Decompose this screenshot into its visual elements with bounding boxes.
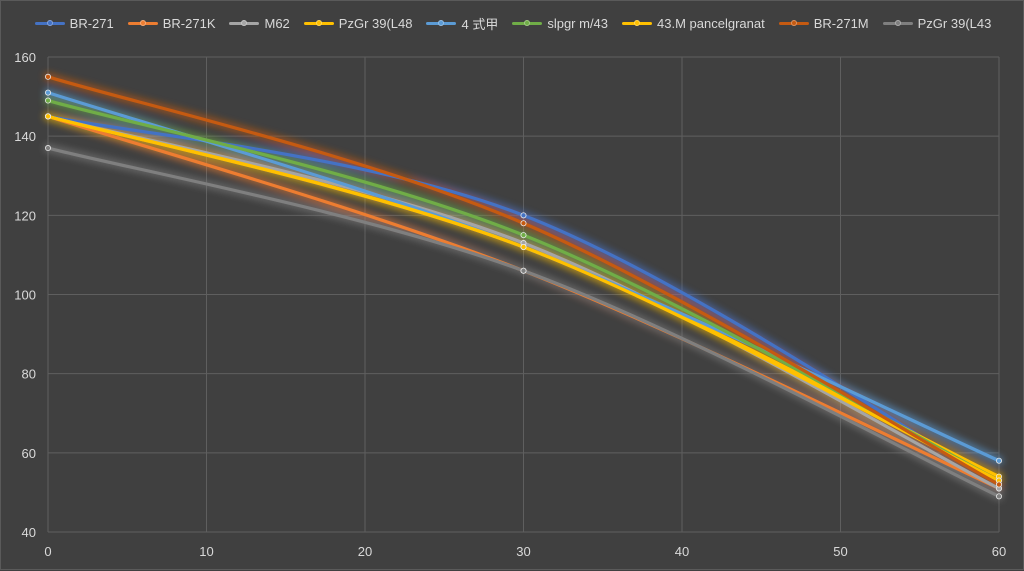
data-point xyxy=(45,89,52,96)
legend-swatch xyxy=(622,20,653,26)
y-tick-label: 160 xyxy=(14,50,36,65)
y-tick-label: 80 xyxy=(22,367,36,382)
legend-label: 4 式甲 xyxy=(461,17,499,32)
legend-label: 43.M pancelgranat xyxy=(657,16,765,31)
axis-tick-labels: 40 60 80 100 120 140 160 0 10 20 30 40 50 60 xyxy=(14,50,1006,559)
legend-label: M62 xyxy=(264,16,290,31)
y-tick-label: 120 xyxy=(14,208,36,223)
legend-item: BR-271 xyxy=(34,14,114,33)
gridlines xyxy=(47,56,1000,533)
data-point xyxy=(996,493,1003,500)
data-point xyxy=(45,113,52,120)
legend-swatch xyxy=(882,20,913,26)
data-point xyxy=(45,73,52,80)
x-tick-label: 20 xyxy=(358,544,372,559)
y-tick-label: 40 xyxy=(22,525,36,540)
y-tick-label: 100 xyxy=(14,288,36,303)
data-point xyxy=(520,220,527,227)
data-point xyxy=(520,267,527,274)
legend-item: 4 式甲 xyxy=(426,14,498,33)
data-point xyxy=(520,243,527,250)
y-tick-label: 140 xyxy=(14,129,36,144)
legend-label: BR-271M xyxy=(813,16,869,31)
legend-label: PzGr 39(L43 xyxy=(917,16,992,31)
data-point xyxy=(45,97,52,104)
legend-label: BR-271 xyxy=(69,16,114,31)
legend-swatch xyxy=(778,20,809,26)
x-tick-label: 50 xyxy=(833,544,847,559)
legend-item: BR-271K xyxy=(127,14,216,33)
x-tick-label: 10 xyxy=(199,544,213,559)
legend-item: PzGr 39(L48 xyxy=(303,14,413,33)
legend-item: PzGr 39(L43 xyxy=(882,14,992,33)
legend-swatch xyxy=(229,20,260,26)
legend-swatch xyxy=(34,20,65,26)
legend-item: 43.M pancelgranat xyxy=(622,14,765,33)
legend-item: BR-271M xyxy=(778,14,869,33)
x-tick-label: 40 xyxy=(675,544,689,559)
legend-label: PzGr 39(L48 xyxy=(338,16,413,31)
legend-label: slpgr m/43 xyxy=(547,16,609,31)
y-tick-label: 60 xyxy=(22,446,36,461)
data-point xyxy=(45,145,52,152)
legend-swatch xyxy=(127,20,158,26)
legend-swatch xyxy=(426,20,457,26)
series-markers xyxy=(45,73,1003,500)
legend-label: BR-271K xyxy=(162,16,216,31)
x-tick-label: 0 xyxy=(44,544,51,559)
legend-item: M62 xyxy=(229,14,290,33)
legend-swatch xyxy=(303,20,334,26)
x-tick-label: 60 xyxy=(992,544,1006,559)
x-tick-label: 30 xyxy=(516,544,530,559)
legend: BR-271 BR-271K M62 PzGr 39(L48 4 式甲 slpgr m/4… xyxy=(1,14,1024,33)
data-point xyxy=(520,212,527,219)
legend-swatch xyxy=(512,20,543,26)
data-point xyxy=(996,457,1003,464)
legend-item: slpgr m/43 xyxy=(512,14,608,33)
data-point xyxy=(520,232,527,239)
data-point xyxy=(996,481,1003,488)
